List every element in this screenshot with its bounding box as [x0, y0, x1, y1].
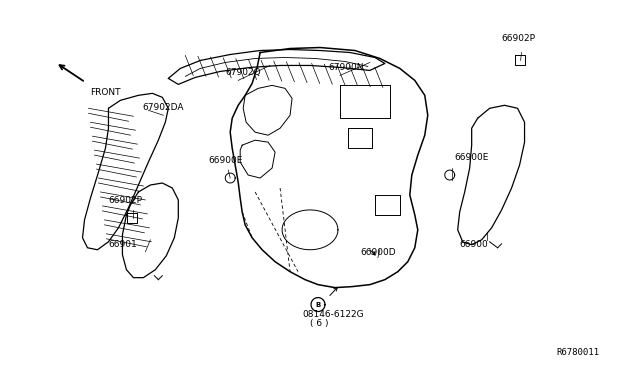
- Text: ( 6 ): ( 6 ): [310, 320, 328, 328]
- Text: 66900D: 66900D: [360, 248, 396, 257]
- Text: 66900E: 66900E: [454, 153, 489, 162]
- Text: 66902P: 66902P: [108, 196, 143, 205]
- Text: 66900: 66900: [460, 240, 488, 249]
- Text: 66900E: 66900E: [208, 156, 243, 165]
- Text: 67902Q: 67902Q: [225, 68, 261, 77]
- Text: B: B: [316, 302, 321, 308]
- Text: R6780011: R6780011: [556, 348, 600, 357]
- Text: FRONT: FRONT: [90, 89, 121, 97]
- Text: 08146-6122G: 08146-6122G: [302, 310, 364, 318]
- Text: 66901: 66901: [108, 240, 137, 249]
- Text: 67902DA: 67902DA: [142, 103, 184, 112]
- Text: 66902P: 66902P: [502, 33, 536, 42]
- Text: 67900N: 67900N: [328, 63, 364, 73]
